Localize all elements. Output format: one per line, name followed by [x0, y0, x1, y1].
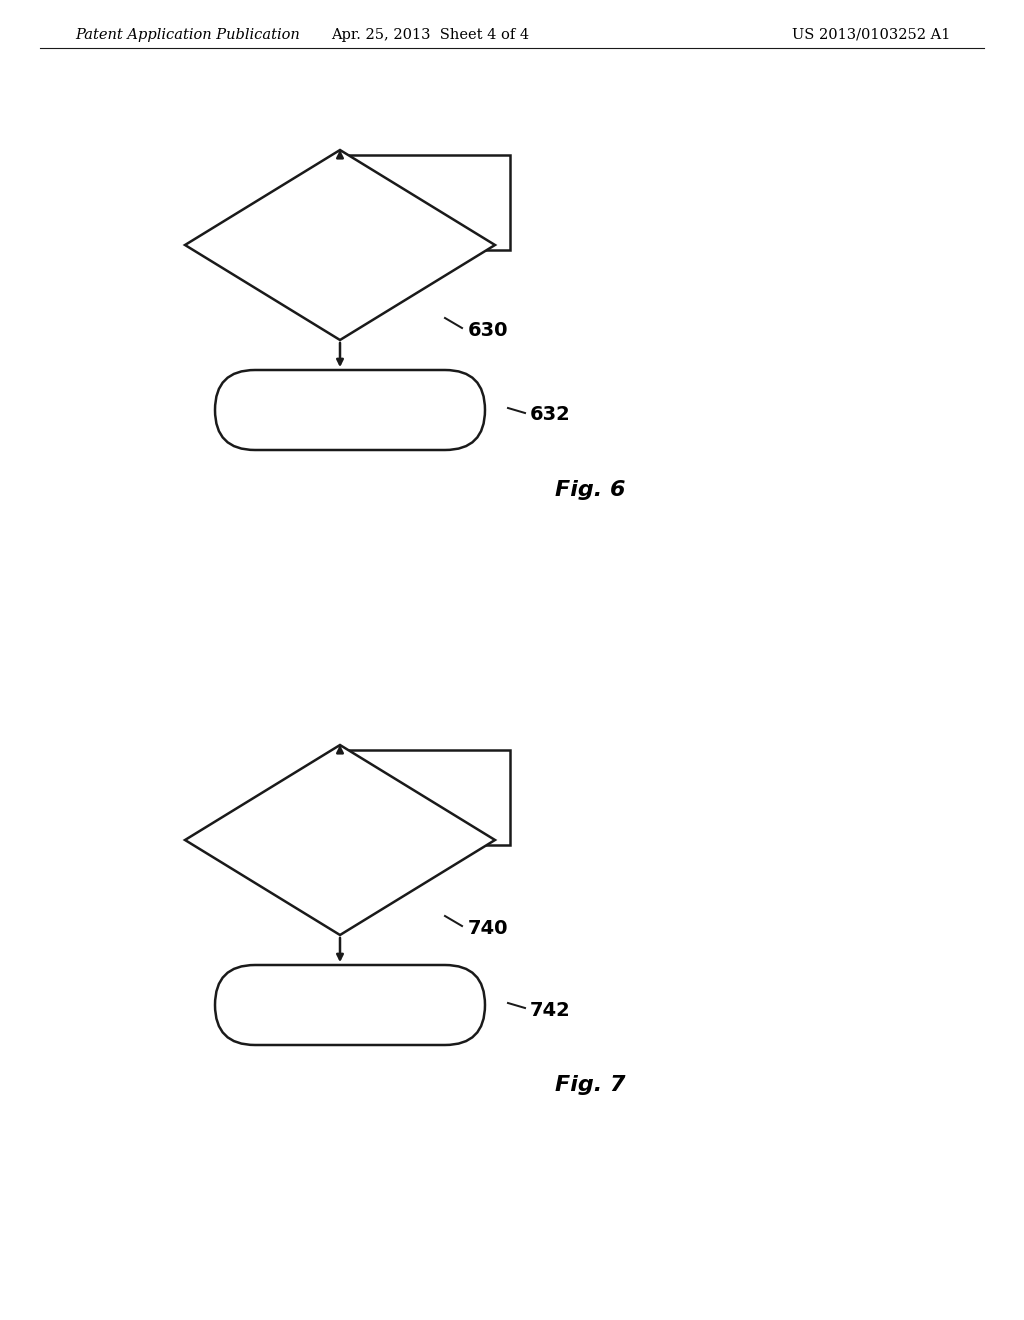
- Polygon shape: [185, 744, 495, 935]
- Polygon shape: [185, 150, 495, 341]
- Bar: [340, 750, 510, 845]
- FancyBboxPatch shape: [215, 965, 485, 1045]
- Text: US 2013/0103252 A1: US 2013/0103252 A1: [792, 28, 950, 42]
- Text: Apr. 25, 2013  Sheet 4 of 4: Apr. 25, 2013 Sheet 4 of 4: [331, 28, 529, 42]
- Text: Fig. 7: Fig. 7: [555, 1074, 626, 1096]
- Text: 740: 740: [468, 919, 509, 937]
- FancyBboxPatch shape: [215, 370, 485, 450]
- Text: 632: 632: [530, 405, 570, 425]
- Text: 630: 630: [468, 321, 509, 339]
- Bar: [340, 154, 510, 249]
- Text: Fig. 6: Fig. 6: [555, 480, 626, 500]
- Text: Patent Application Publication: Patent Application Publication: [75, 28, 300, 42]
- Text: 742: 742: [530, 1001, 570, 1019]
